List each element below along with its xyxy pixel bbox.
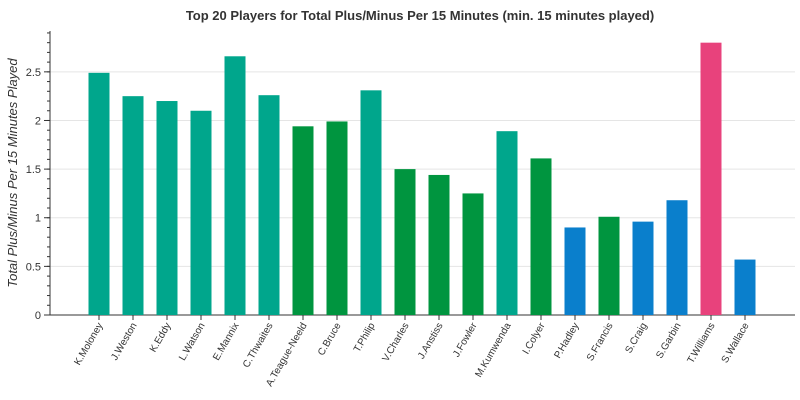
- y-tick-label: 1: [35, 213, 41, 225]
- x-tick-label: C.Thwaites: [241, 321, 276, 370]
- bar-s-wallace: [734, 259, 756, 315]
- x-tick-label: K.Moloney: [72, 321, 105, 367]
- x-tick-label: C.Bruce: [316, 321, 344, 358]
- bar-k-eddy: [156, 101, 178, 315]
- x-tick-label: S.Wallace: [720, 321, 752, 366]
- bar-i-colyer: [530, 158, 552, 315]
- x-tick-label: L.Watson: [177, 321, 207, 363]
- chart-title: Top 20 Players for Total Plus/Minus Per …: [185, 8, 655, 23]
- bar-e-mannix: [224, 56, 246, 316]
- bar-k-moloney: [88, 72, 110, 315]
- y-axis-label: Total Plus/Minus Per 15 Minutes Played: [5, 58, 20, 288]
- bar-t-philip: [360, 90, 382, 315]
- bar-a-teague-neeld: [292, 126, 314, 316]
- x-tick-label: J.Weston: [109, 321, 139, 362]
- x-tick-label: S.Garbin: [654, 321, 683, 361]
- x-tick-label: S.Francis: [585, 321, 616, 363]
- y-tick-label: 1.5: [26, 164, 41, 176]
- x-tick-label: M.Kumwenda: [474, 321, 514, 380]
- y-tick-label: 2.5: [26, 67, 41, 79]
- x-tick-label: T.Philip: [352, 321, 378, 355]
- bar-p-hadley: [564, 227, 586, 315]
- bar-l-watson: [190, 110, 212, 316]
- x-tick-label: T.Williams: [686, 321, 718, 365]
- bar-s-garbin: [666, 200, 688, 315]
- x-tick-label: E.Mannix: [211, 321, 241, 363]
- x-tick-label: V.Charles: [381, 321, 412, 364]
- x-tick-label: J.Fowler: [451, 320, 480, 359]
- bar-c-bruce: [326, 121, 348, 315]
- x-tick-label: I.Colyer: [521, 320, 548, 356]
- bar-m-kumwenda: [496, 131, 518, 315]
- bar-c-thwaites: [258, 95, 280, 316]
- x-tick-label: S.Craig: [623, 321, 649, 355]
- x-tick-label: K.Eddy: [148, 321, 174, 354]
- bar-s-craig: [632, 221, 654, 315]
- bar-v-charles: [394, 169, 416, 315]
- y-tick-label: 0.5: [26, 261, 41, 273]
- y-tick-label: 2: [35, 115, 41, 127]
- x-tick-label: J.Anstiss: [416, 321, 446, 361]
- bar-s-francis: [598, 216, 620, 315]
- bar-j-fowler: [462, 193, 484, 315]
- bar-j-anstiss: [428, 174, 450, 315]
- x-tick-label: P.Hadley: [552, 321, 581, 361]
- bar-j-weston: [122, 96, 144, 315]
- y-tick-label: 0: [35, 310, 41, 322]
- bar-t-williams: [700, 42, 722, 315]
